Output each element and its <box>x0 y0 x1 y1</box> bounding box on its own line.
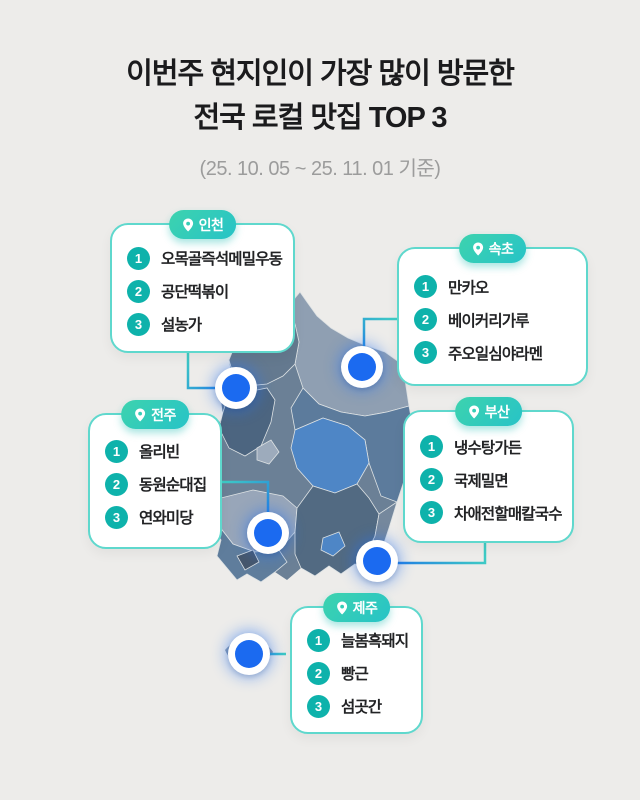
pin-icon <box>336 601 348 615</box>
marker-dot <box>363 547 391 575</box>
rank-badge: 3 <box>127 312 150 336</box>
region-badge-jeonju: 전주 <box>121 400 189 429</box>
restaurant-name: 차애전할매칼국수 <box>454 505 562 523</box>
restaurant-name: 연와미당 <box>139 510 194 527</box>
list-item: 2 베이커리가루 <box>414 308 576 331</box>
rank-badge: 1 <box>127 246 150 270</box>
rank-badge: 1 <box>414 275 437 298</box>
marker-dot <box>348 353 376 381</box>
list-item: 1 냉수탕가든 <box>420 435 562 458</box>
marker-dot <box>222 374 250 402</box>
header: 이번주 현지인이 가장 많이 방문한 전국 로컬 맛집 TOP 3 (25. 1… <box>0 52 640 181</box>
list-item: 3 차애전할매칼국수 <box>420 501 562 524</box>
list-item: 1 올리빈 <box>105 439 210 463</box>
region-badge-jeju: 제주 <box>322 593 391 622</box>
restaurant-name: 국제밀면 <box>454 472 509 490</box>
region-badge-label: 제주 <box>352 599 378 616</box>
rank-badge: 1 <box>105 439 128 463</box>
pin-icon <box>472 242 484 256</box>
page-title-line1: 이번주 현지인이 가장 많이 방문한 <box>126 58 515 90</box>
restaurant-name: 만카오 <box>448 279 489 297</box>
restaurant-name: 섬곳간 <box>341 699 382 716</box>
region-card-jeonju: 전주 1 올리빈 2 동원순대집 3 연와미당 <box>88 400 222 549</box>
list-item: 3 연와미당 <box>105 505 210 529</box>
rank-badge: 2 <box>127 279 150 303</box>
rank-badge: 2 <box>414 308 437 331</box>
rank-badge: 2 <box>307 661 330 685</box>
rank-badge: 3 <box>307 694 330 718</box>
rank-badge: 2 <box>420 468 443 491</box>
region-badge-label: 인천 <box>198 216 224 233</box>
region-badge-label: 속초 <box>488 240 514 257</box>
region-badge-label: 부산 <box>484 403 510 420</box>
page-title-line2: 전국 로컬 맛집 TOP 3 <box>193 102 447 134</box>
restaurant-name: 올리빈 <box>139 444 180 461</box>
region-card-sokcho: 속초 1 만카오 2 베이커리가루 3 주오일심야라멘 <box>397 234 588 386</box>
list-item: 2 공단떡볶이 <box>127 279 283 303</box>
restaurant-name: 빵근 <box>341 666 369 683</box>
map-marker-busan <box>356 540 398 582</box>
restaurant-name: 베이커리가루 <box>448 312 530 330</box>
date-range-subtitle: (25. 10. 05 ~ 25. 11. 01 기준) <box>199 158 441 180</box>
region-badge-busan: 부산 <box>454 397 523 426</box>
list-item: 1 만카오 <box>414 275 576 298</box>
pin-icon <box>182 218 194 232</box>
list-item: 3 섬곳간 <box>307 694 411 718</box>
region-badge-label: 전주 <box>151 406 176 423</box>
restaurant-name: 냉수탕가든 <box>454 439 522 457</box>
marker-dot <box>254 519 282 547</box>
restaurant-name: 오목골즉석메밀우동 <box>161 251 283 268</box>
rank-badge: 1 <box>420 435 443 458</box>
region-card-busan: 부산 1 냉수탕가든 2 국제밀면 3 차애전할매칼국수 <box>403 397 574 543</box>
pin-icon <box>468 405 480 419</box>
restaurant-name: 공단떡볶이 <box>161 284 229 301</box>
rank-badge: 2 <box>105 472 128 496</box>
restaurant-name: 주오일심야라멘 <box>448 345 543 363</box>
region-card-incheon: 인천 1 오목골즉석메밀우동 2 공단떡볶이 3 설농가 <box>110 210 295 353</box>
list-item: 2 국제밀면 <box>420 468 562 491</box>
rank-badge: 3 <box>414 341 437 364</box>
list-item: 1 오목골즉석메밀우동 <box>127 246 283 270</box>
restaurant-name: 늘봄흑돼지 <box>341 633 409 650</box>
map-marker-sokcho <box>341 346 383 388</box>
list-item: 2 빵근 <box>307 661 411 685</box>
marker-dot <box>235 640 263 668</box>
map-marker-incheon <box>215 367 257 409</box>
pin-icon <box>134 408 146 422</box>
restaurant-name: 동원순대집 <box>139 477 207 494</box>
list-item: 1 늘봄흑돼지 <box>307 628 411 652</box>
list-item: 3 설농가 <box>127 312 283 336</box>
rank-badge: 1 <box>307 628 330 652</box>
restaurant-name: 설농가 <box>161 317 202 334</box>
map-marker-jeju <box>228 633 270 675</box>
list-item: 3 주오일심야라멘 <box>414 341 576 364</box>
region-card-jeju: 제주 1 늘봄흑돼지 2 빵근 3 섬곳간 <box>290 593 423 734</box>
region-badge-sokcho: 속초 <box>458 234 527 263</box>
rank-badge: 3 <box>420 501 443 524</box>
rank-badge: 3 <box>105 505 128 529</box>
region-badge-incheon: 인천 <box>168 210 237 239</box>
list-item: 2 동원순대집 <box>105 472 210 496</box>
map-marker-jeonju <box>247 512 289 554</box>
